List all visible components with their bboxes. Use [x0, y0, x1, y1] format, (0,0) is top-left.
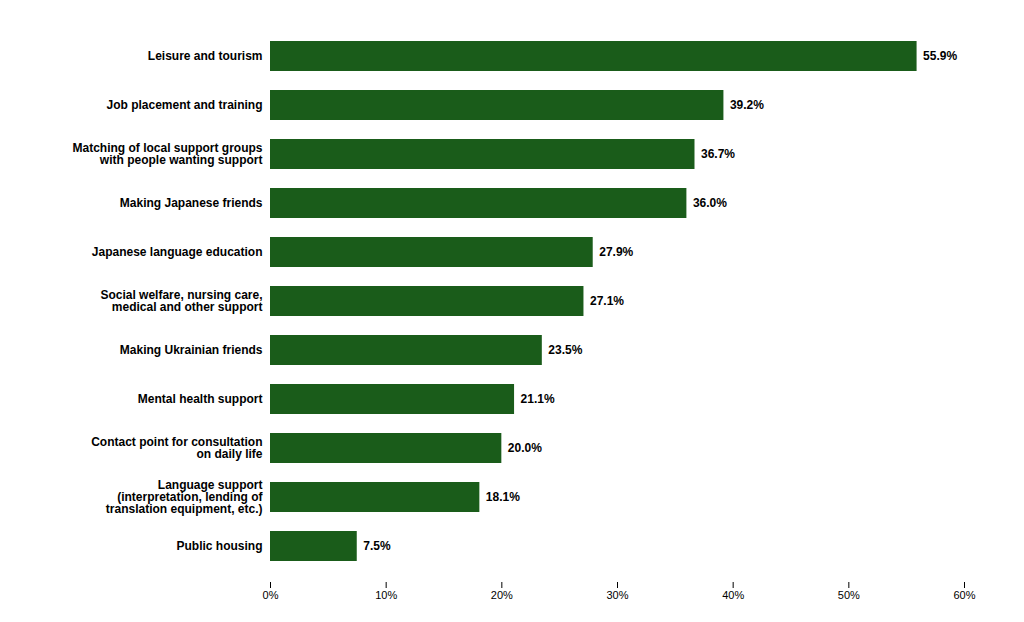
svg-text:60%: 60% [953, 589, 975, 601]
svg-text:Contact point for consultation: Contact point for consultationon daily l… [91, 435, 263, 461]
svg-text:27.9%: 27.9% [599, 245, 633, 259]
svg-text:30%: 30% [606, 589, 628, 601]
svg-text:Japanese language education: Japanese language education [92, 245, 263, 259]
svg-text:Job placement and training: Job placement and training [106, 98, 262, 112]
svg-text:20.0%: 20.0% [508, 441, 542, 455]
svg-text:36.7%: 36.7% [701, 147, 735, 161]
svg-text:Matching of local support grou: Matching of local support groupswith peo… [73, 141, 263, 167]
svg-text:Leisure and tourism: Leisure and tourism [148, 49, 263, 63]
svg-text:Making Ukrainian friends: Making Ukrainian friends [120, 343, 263, 357]
svg-text:Mental health support: Mental health support [138, 392, 263, 406]
svg-text:0%: 0% [263, 589, 279, 601]
svg-text:27.1%: 27.1% [590, 294, 624, 308]
svg-text:21.1%: 21.1% [521, 392, 555, 406]
svg-text:36.0%: 36.0% [693, 196, 727, 210]
svg-text:50%: 50% [838, 589, 860, 601]
svg-text:Public housing: Public housing [177, 539, 263, 553]
svg-text:18.1%: 18.1% [486, 490, 520, 504]
svg-text:7.5%: 7.5% [363, 539, 391, 553]
svg-text:39.2%: 39.2% [730, 98, 764, 112]
svg-text:40%: 40% [722, 589, 744, 601]
svg-text:23.5%: 23.5% [548, 343, 582, 357]
svg-text:10%: 10% [375, 589, 397, 601]
svg-text:Language support(interpretatio: Language support(interpretation, lending… [106, 478, 264, 516]
svg-text:20%: 20% [491, 589, 513, 601]
svg-text:Social welfare, nursing care,m: Social welfare, nursing care,medical and… [100, 288, 262, 314]
svg-text:55.9%: 55.9% [923, 49, 957, 63]
svg-text:Making Japanese friends: Making Japanese friends [120, 196, 263, 210]
